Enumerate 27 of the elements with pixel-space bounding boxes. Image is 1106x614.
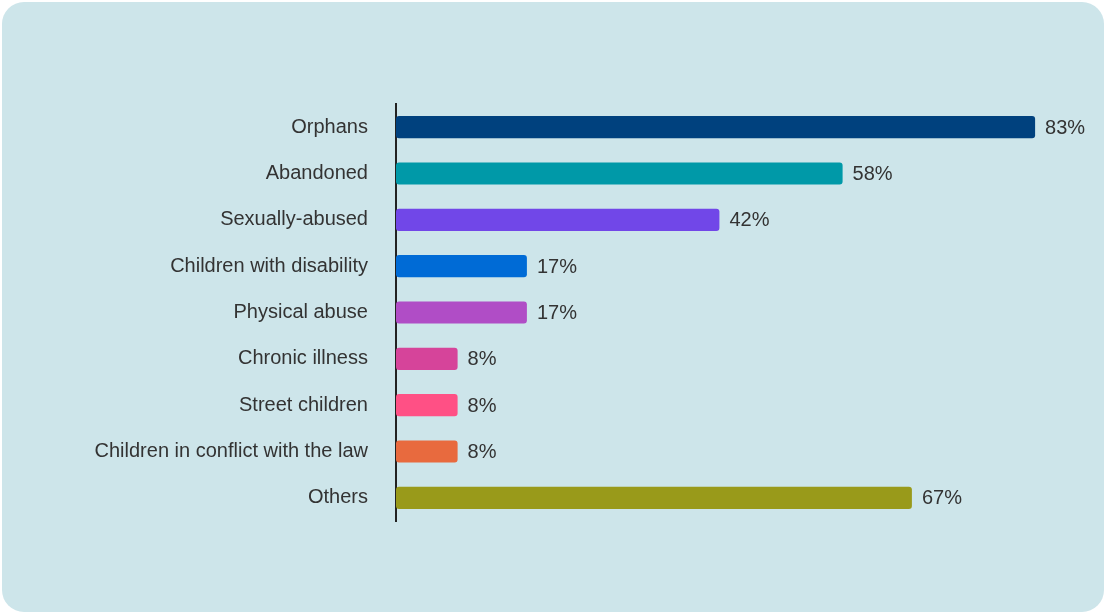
y-tick-label: Street children: [239, 392, 368, 415]
bar: [396, 440, 458, 463]
bar: [396, 486, 912, 509]
y-tick-label: Children in conflict with the law: [94, 439, 369, 462]
data-label: 8%: [467, 440, 497, 463]
bar: [396, 255, 527, 278]
data-label: 58%: [852, 162, 893, 185]
bar: [396, 162, 843, 185]
y-tick-label: Physical abuse: [233, 300, 368, 323]
data-label: 83%: [1045, 115, 1086, 138]
y-tick-label: Orphans: [291, 114, 368, 137]
data-label: 67%: [921, 486, 963, 509]
y-tick-label: Others: [307, 485, 368, 508]
y-tick-label: Sexually-abused: [220, 207, 368, 230]
data-label: 17%: [536, 301, 578, 324]
bar: [396, 394, 458, 417]
bar: [396, 116, 1036, 139]
data-label: 42%: [729, 208, 770, 231]
y-tick-label: Children with disability: [170, 253, 368, 276]
y-tick-label: Chronic illness: [237, 346, 368, 369]
bar: [396, 208, 720, 231]
data-label: 17%: [536, 254, 578, 277]
data-label: 8%: [467, 347, 497, 370]
bar: [396, 301, 527, 324]
data-label: 8%: [467, 393, 497, 416]
y-tick-label: Abandoned: [265, 161, 368, 184]
bar: [396, 347, 458, 370]
